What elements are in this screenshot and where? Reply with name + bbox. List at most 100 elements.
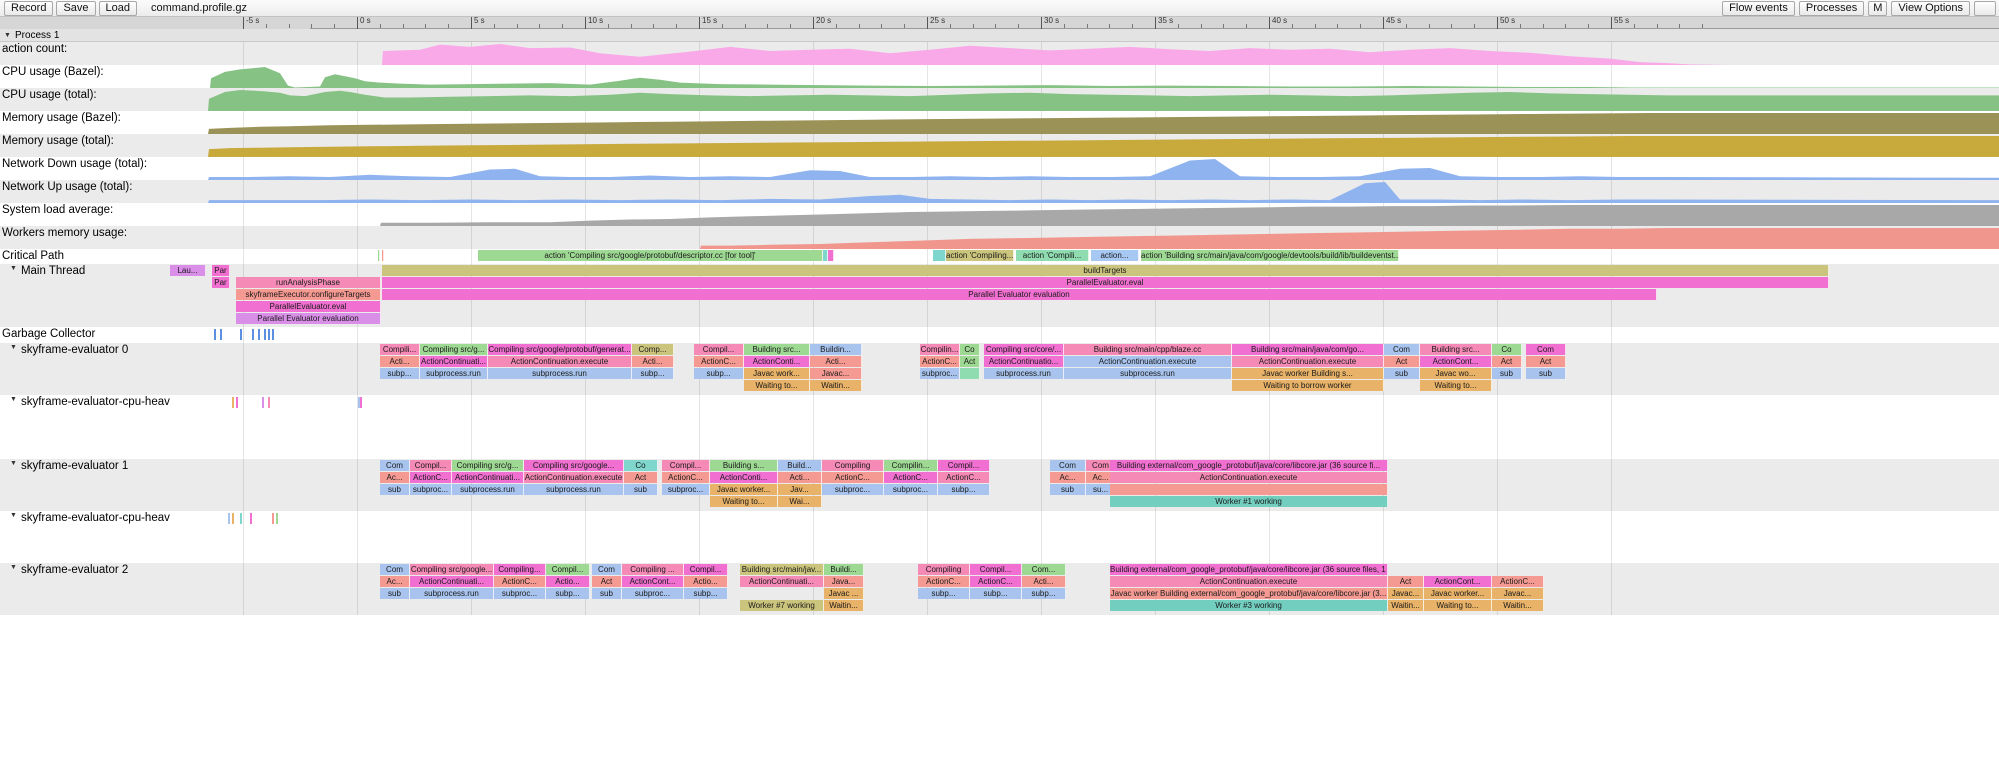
trace-slice[interactable]: Waitin... (824, 600, 864, 611)
load-button[interactable]: Load (98, 0, 138, 16)
trace-slice[interactable]: sub (380, 588, 410, 599)
track-cpu-usage-total[interactable]: CPU usage (total): (0, 88, 1999, 111)
trace-slice[interactable]: Javac worker... (710, 484, 778, 495)
trace-slice[interactable]: subproc... (494, 588, 546, 599)
trace-slice[interactable]: Compiling (822, 460, 884, 471)
trace-slice[interactable]: Compiling src/google... (524, 460, 624, 471)
trace-slice[interactable]: ActionContinuation.execute (1232, 356, 1384, 367)
track-canvas[interactable] (170, 111, 1999, 134)
trace-slice[interactable]: ActionContinuati... (420, 356, 488, 367)
trace-slice[interactable]: Com (592, 564, 622, 575)
trace-slice[interactable]: Co (624, 460, 658, 471)
track-canvas[interactable]: Lau... Par buildTargets Par runAnalysisPhase… (170, 264, 1999, 327)
trace-slice[interactable]: Javac worker... (1424, 588, 1492, 599)
track-label-skyframe-evaluator-2[interactable]: ▼ skyframe-evaluator 2 (0, 563, 170, 615)
trace-slice[interactable]: subproc... (822, 484, 884, 495)
trace-slice[interactable]: Compil... (970, 564, 1022, 575)
trace-slice[interactable]: Compil... (684, 564, 728, 575)
track-canvas[interactable] (170, 327, 1999, 343)
track-canvas[interactable] (170, 395, 1999, 459)
trace-slice[interactable]: Building src/main/cpp/blaze.cc (1064, 344, 1232, 355)
track-memory-usage-total[interactable]: Memory usage (total): (0, 134, 1999, 157)
trace-slice[interactable]: Building s... (710, 460, 778, 471)
track-skyframe-evaluator-cpu-heavy-1[interactable]: ▼ skyframe-evaluator-cpu-heavy- (0, 511, 1999, 563)
track-skyframe-evaluator-0[interactable]: ▼ skyframe-evaluator 0 Compili... Compiling… (0, 343, 1999, 395)
trace-slice[interactable]: sub (592, 588, 622, 599)
gc-event-mark[interactable] (232, 513, 234, 524)
track-critical-path[interactable]: Critical Path action 'Compiling src/googl… (0, 249, 1999, 264)
trace-slice[interactable]: sub (624, 484, 658, 495)
trace-slice[interactable]: Compiling src/core/... (984, 344, 1064, 355)
chevron-down-icon[interactable]: ▼ (10, 344, 17, 351)
track-cpu-usage-bazel[interactable]: CPU usage (Bazel): (0, 65, 1999, 88)
trace-slice[interactable]: subproc... (662, 484, 710, 495)
track-main-thread[interactable]: ▼ Main Thread Lau... Par buildTargets Par runA… (0, 264, 1999, 327)
gc-event-mark[interactable] (252, 329, 254, 340)
trace-slice[interactable]: Compiling (918, 564, 970, 575)
trace-slice[interactable]: ActionC... (920, 356, 960, 367)
trace-slice[interactable]: buildTargets (382, 265, 1829, 276)
track-label-main-thread[interactable]: ▼ Main Thread (0, 264, 170, 327)
trace-slice[interactable]: ActionC... (494, 576, 546, 587)
trace-slice[interactable]: subprocess.run (420, 368, 488, 379)
trace-slice[interactable]: subp... (684, 588, 728, 599)
trace-slice[interactable]: ActionContinuati... (740, 576, 824, 587)
trace-slice[interactable]: Buildi... (824, 564, 864, 575)
trace-slice[interactable]: Java... (824, 576, 864, 587)
track-label-workers-memory[interactable]: Workers memory usage: (0, 226, 170, 249)
track-label-garbage-collector[interactable]: Garbage Collector (0, 327, 170, 343)
trace-slice[interactable]: ActionCont... (622, 576, 684, 587)
trace-slice[interactable]: subproc... (410, 484, 452, 495)
trace-slice[interactable]: subproc... (920, 368, 960, 379)
trace-slice[interactable] (960, 368, 980, 379)
trace-slice[interactable]: Act (592, 576, 622, 587)
trace-slice[interactable]: Comp... (632, 344, 674, 355)
track-label-memory-usage-total[interactable]: Memory usage (total): (0, 134, 170, 157)
gc-event-mark[interactable] (272, 329, 274, 340)
trace-slice[interactable]: ActionCont... (1424, 576, 1492, 587)
trace-slice[interactable]: Worker #3 working (1110, 600, 1388, 611)
trace-slice[interactable]: Acti... (810, 356, 862, 367)
trace-slice[interactable]: Acti... (632, 356, 674, 367)
trace-slice[interactable]: Compiling src/g... (420, 344, 488, 355)
trace-slice[interactable]: action 'Compiling src/google/protobuf/de… (478, 250, 823, 261)
trace-slice[interactable]: Act (1388, 576, 1424, 587)
gc-event-mark[interactable] (264, 329, 266, 340)
trace-slice[interactable]: ActionC... (884, 472, 938, 483)
trace-slice[interactable]: Compiling src/google/protobuf/generat... (488, 344, 632, 355)
trace-slice[interactable]: ActionC... (918, 576, 970, 587)
trace-slice[interactable]: sub (1384, 368, 1420, 379)
trace-slice[interactable]: Lau... (170, 265, 206, 276)
trace-slice[interactable]: Worker #7 working (740, 600, 824, 611)
gc-event-mark[interactable] (268, 329, 270, 340)
trace-slice[interactable]: Waiting to... (744, 380, 810, 391)
trace-slice[interactable]: Ac... (380, 576, 410, 587)
trace-slice[interactable]: subp... (380, 368, 420, 379)
trace-slice[interactable]: Compil... (938, 460, 990, 471)
trace-slice[interactable]: Compili... (380, 344, 420, 355)
chevron-down-icon[interactable]: ▼ (10, 265, 17, 272)
track-action-count[interactable]: action count: (0, 42, 1999, 65)
trace-slice[interactable]: Javac... (1492, 588, 1544, 599)
trace-slice[interactable]: Wai... (778, 496, 822, 507)
track-canvas[interactable] (170, 511, 1999, 563)
trace-slice[interactable]: ActionConti... (710, 472, 778, 483)
trace-slice[interactable]: subp... (938, 484, 990, 495)
trace-slice[interactable]: skyframeExecutor.configureTargets (236, 289, 381, 300)
trace-slice[interactable]: Building external/com_google_protobuf/ja… (1110, 564, 1388, 575)
trace-slice[interactable]: Compil... (694, 344, 744, 355)
trace-slice[interactable]: Com (1050, 460, 1086, 471)
track-network-up-total[interactable]: Network Up usage (total): (0, 180, 1999, 203)
gc-event-mark[interactable] (214, 329, 216, 340)
trace-slice[interactable]: Par (212, 265, 230, 276)
trace-slice[interactable]: Act (1526, 356, 1566, 367)
trace-slice[interactable]: ActionC... (410, 472, 452, 483)
track-label-network-down-total[interactable]: Network Down usage (total): (0, 157, 170, 180)
trace-slice[interactable]: Com (380, 460, 410, 471)
trace-slice[interactable]: Co (960, 344, 980, 355)
trace-slice[interactable]: Act (624, 472, 658, 483)
trace-slice[interactable]: Com (1384, 344, 1420, 355)
trace-slice[interactable]: subp... (918, 588, 970, 599)
trace-slice[interactable]: subprocess.run (524, 484, 624, 495)
track-label-skyframe-evaluator-cpu-heavy-0[interactable]: ▼ skyframe-evaluator-cpu-heavy- (0, 395, 170, 459)
